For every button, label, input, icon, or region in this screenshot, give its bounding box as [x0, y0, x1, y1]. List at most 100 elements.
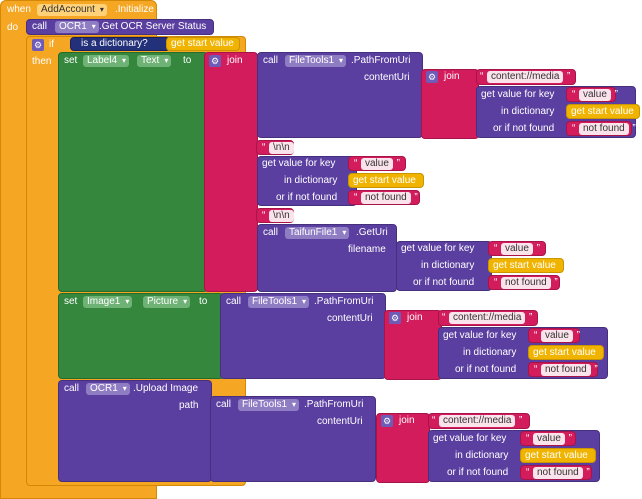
method-name: .Get OCR Server Status	[99, 21, 207, 32]
join-gear-icon[interactable]: ⚙	[209, 55, 221, 67]
param-label: contentUri	[364, 72, 410, 83]
not-found-label: or if not found	[447, 467, 509, 478]
get-value-block-2[interactable]: get value for key in dictionary or if no…	[257, 156, 357, 206]
get-value-label: get value for key	[262, 158, 336, 169]
call-label: call	[226, 296, 242, 307]
join-block[interactable]: ⚙ join	[204, 52, 258, 292]
image1-dropdown[interactable]: Image1	[83, 296, 133, 308]
set-label: set	[64, 55, 78, 66]
is-dictionary-block[interactable]: is a dictionary?	[70, 37, 170, 51]
upload-image-block[interactable]: call OCR1 .Upload Image path	[58, 380, 212, 482]
get-value-label: get value for key	[401, 243, 475, 254]
newline-string-block-1[interactable]: \n\n	[256, 140, 300, 155]
join-block-inner-1[interactable]: ⚙ join	[421, 69, 479, 139]
key-string-block[interactable]: value	[488, 241, 546, 256]
content-media-string[interactable]: content://media	[432, 415, 523, 427]
key-string-block[interactable]: value	[528, 328, 580, 343]
content-media-string[interactable]: content://media	[442, 312, 533, 324]
component-dropdown[interactable]: AddAccount	[37, 4, 107, 16]
get-start-label: get start value	[571, 106, 634, 117]
pathfromuri-block-3[interactable]: call FileTools1 .PathFromUri contentUri	[210, 396, 376, 482]
is-dict-label: is a dictionary?	[81, 38, 148, 49]
join-block-inner-2[interactable]: ⚙ join	[384, 310, 442, 380]
get-start-label: get start value	[493, 260, 556, 271]
key-string[interactable]: value	[494, 243, 540, 255]
then-label: then	[32, 56, 52, 67]
join-block-inner-3[interactable]: ⚙ join	[376, 413, 430, 483]
get-value-label: get value for key	[481, 89, 555, 100]
join-gear-icon[interactable]: ⚙	[426, 71, 438, 83]
get-value-block-3[interactable]: get value for key in dictionary or if no…	[396, 241, 492, 291]
do-label: do	[7, 22, 19, 33]
get-start-value-block[interactable]: get start value	[166, 37, 240, 51]
method-name: .GetUri	[356, 227, 388, 238]
ocr-component-dropdown[interactable]: OCR1	[55, 21, 99, 33]
event-name: .Initialize	[115, 4, 154, 15]
key-string[interactable]: value	[572, 89, 618, 101]
pathfromuri-block-1[interactable]: call FileTools1 .PathFromUri contentUri	[257, 52, 423, 138]
get-value-label: get value for key	[433, 433, 507, 444]
pathfromuri-block-2[interactable]: call FileTools1 .PathFromUri contentUri	[220, 293, 386, 379]
set-label4-text-block[interactable]: set Label4 Text to	[58, 52, 208, 292]
get-start-label: get start value	[353, 175, 416, 186]
text-content-media-block[interactable]: content://media	[428, 413, 530, 429]
param-label: filename	[348, 244, 386, 255]
call-get-ocr-status-block[interactable]: call OCR1 .Get OCR Server Status	[26, 19, 214, 35]
not-found-string-block[interactable]: not found	[488, 275, 560, 290]
key-string-block[interactable]: value	[520, 431, 576, 446]
text-content-media-block[interactable]: content://media	[438, 310, 538, 326]
get-start-value-block[interactable]: get start value	[488, 258, 564, 273]
get-start-label: get start value	[533, 347, 596, 358]
call-label: call	[216, 399, 232, 410]
filetools-dropdown[interactable]: FileTools1	[238, 399, 300, 411]
not-found-label: or if not found	[493, 123, 555, 134]
set-image1-picture-block[interactable]: set Image1 Picture to	[58, 293, 224, 379]
not-found-label: or if not found	[276, 192, 338, 203]
method-name: .PathFromUri	[304, 399, 364, 410]
join-label: join	[444, 71, 460, 82]
call-label: call	[263, 227, 279, 238]
not-found-string[interactable]: not found	[354, 192, 417, 204]
not-found-string[interactable]: not found	[526, 467, 589, 479]
filetools-dropdown[interactable]: FileTools1	[285, 55, 347, 67]
get-start-value-block[interactable]: get start value	[566, 104, 640, 119]
not-found-string[interactable]: not found	[494, 277, 557, 289]
not-found-string[interactable]: not found	[572, 123, 635, 135]
in-dict-label: in dictionary	[501, 106, 555, 117]
not-found-label: or if not found	[413, 277, 475, 288]
not-found-string-block[interactable]: not found	[520, 465, 592, 480]
not-found-string[interactable]: not found	[534, 364, 597, 376]
not-found-string-block[interactable]: not found	[566, 121, 635, 136]
mutator-gear-icon[interactable]: ⚙	[32, 39, 44, 51]
in-dict-label: in dictionary	[421, 260, 475, 271]
key-string[interactable]: value	[354, 158, 400, 170]
get-start-value-block[interactable]: get start value	[520, 448, 596, 463]
get-start-value-block[interactable]: get start value	[348, 173, 424, 188]
join-gear-icon[interactable]: ⚙	[389, 312, 401, 324]
get-start-label: get start value	[171, 38, 234, 49]
taifun-dropdown[interactable]: TaifunFile1	[285, 227, 350, 239]
newline-string-block-2[interactable]: \n\n	[256, 208, 300, 223]
geturi-block[interactable]: call TaifunFile1 .GetUri filename	[257, 224, 397, 292]
key-string-block[interactable]: value	[348, 156, 406, 171]
key-string-block[interactable]: value	[566, 87, 618, 102]
text-content-media-block[interactable]: content://media	[476, 69, 576, 85]
picture-property-dropdown[interactable]: Picture	[143, 296, 191, 308]
content-media-string[interactable]: content://media	[480, 71, 571, 83]
key-string[interactable]: value	[526, 433, 572, 445]
ocr-component-dropdown[interactable]: OCR1	[86, 383, 130, 395]
key-string[interactable]: value	[534, 330, 580, 342]
not-found-string-block[interactable]: not found	[528, 362, 598, 377]
filetools-dropdown[interactable]: FileTools1	[248, 296, 310, 308]
join-label: join	[227, 55, 243, 66]
join-gear-icon[interactable]: ⚙	[381, 415, 393, 427]
set-label: set	[64, 296, 78, 307]
text-property-dropdown[interactable]: Text	[137, 55, 172, 67]
get-start-value-block[interactable]: get start value	[528, 345, 604, 360]
param-label: path	[179, 400, 199, 411]
label4-dropdown[interactable]: Label4	[83, 55, 130, 67]
newline-string[interactable]: \n\n	[262, 142, 300, 154]
not-found-string-block[interactable]: not found	[348, 190, 420, 205]
newline-string[interactable]: \n\n	[262, 210, 300, 222]
in-dict-label: in dictionary	[284, 175, 338, 186]
